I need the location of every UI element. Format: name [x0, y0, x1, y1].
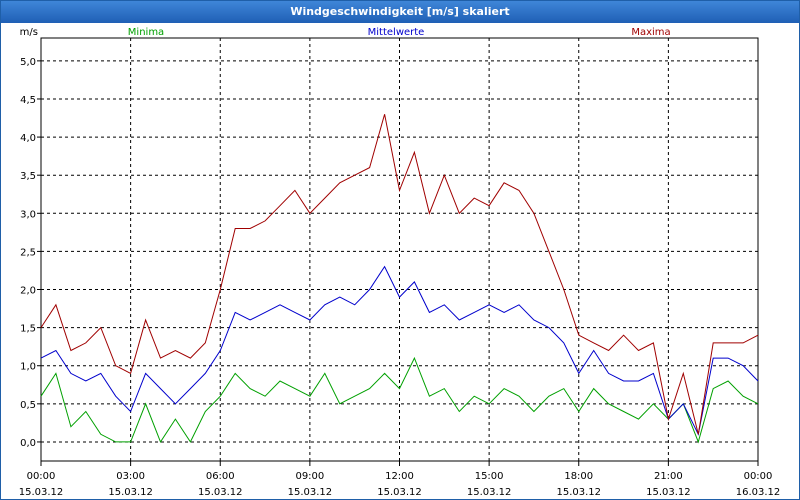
legend-mittelwerte: Mittelwerte	[368, 27, 425, 38]
x-tick-date-label: 16.03.12	[736, 487, 781, 498]
x-tick-time-label: 18:00	[564, 471, 593, 482]
y-tick-label: 0,5	[20, 400, 36, 411]
x-tick-date-label: 15.03.12	[198, 487, 243, 498]
x-tick-date-label: 15.03.12	[467, 487, 512, 498]
x-tick-date-label: 15.03.12	[646, 487, 691, 498]
x-tick-time-label: 06:00	[206, 471, 235, 482]
y-tick-label: 3,0	[20, 209, 36, 220]
y-tick-label: 2,0	[20, 286, 36, 297]
y-tick-label: 1,0	[20, 362, 36, 373]
x-tick-time-label: 00:00	[27, 471, 56, 482]
legend-maxima: Maxima	[631, 27, 670, 38]
y-tick-label: 4,5	[20, 95, 36, 106]
x-tick-time-label: 15:00	[475, 471, 504, 482]
y-tick-label: 5,0	[20, 57, 36, 68]
x-tick-time-label: 03:00	[116, 471, 145, 482]
y-axis-label: m/s	[20, 27, 38, 38]
series-line-maxima	[40, 114, 759, 435]
y-tick-label: 0,0	[20, 438, 36, 449]
x-tick-time-label: 00:00	[744, 471, 773, 482]
series-line-minima	[40, 356, 759, 444]
x-tick-date-label: 15.03.12	[108, 487, 153, 498]
window-title: Windgeschwindigkeit [m/s] skaliert	[1, 1, 799, 23]
y-tick-label: 2,5	[20, 247, 36, 258]
x-tick-time-label: 12:00	[385, 471, 414, 482]
legend-minima: Minima	[128, 27, 164, 38]
x-tick-time-label: 09:00	[295, 471, 324, 482]
y-tick-label: 1,5	[20, 324, 36, 335]
x-tick-time-label: 21:00	[654, 471, 683, 482]
series-line-mittelwerte	[40, 265, 759, 436]
y-tick-label: 4,0	[20, 133, 36, 144]
x-tick-date-label: 15.03.12	[556, 487, 601, 498]
y-tick-label: 3,5	[20, 171, 36, 182]
chart-canvas: 0,0 0,5 1,0 1,5 2,0 2,5 3,0 3,5 4,0 4,5 5,0 m/s 00:0…	[19, 27, 781, 498]
x-tick-date-label: 15.03.12	[19, 487, 64, 498]
x-tick-date-label: 15.03.12	[288, 487, 333, 498]
x-tick-date-label: 15.03.12	[377, 487, 422, 498]
